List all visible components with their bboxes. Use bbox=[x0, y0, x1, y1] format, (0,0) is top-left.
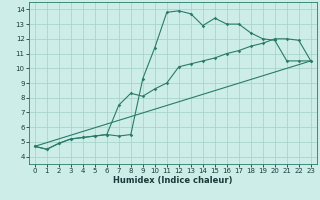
X-axis label: Humidex (Indice chaleur): Humidex (Indice chaleur) bbox=[113, 176, 233, 185]
